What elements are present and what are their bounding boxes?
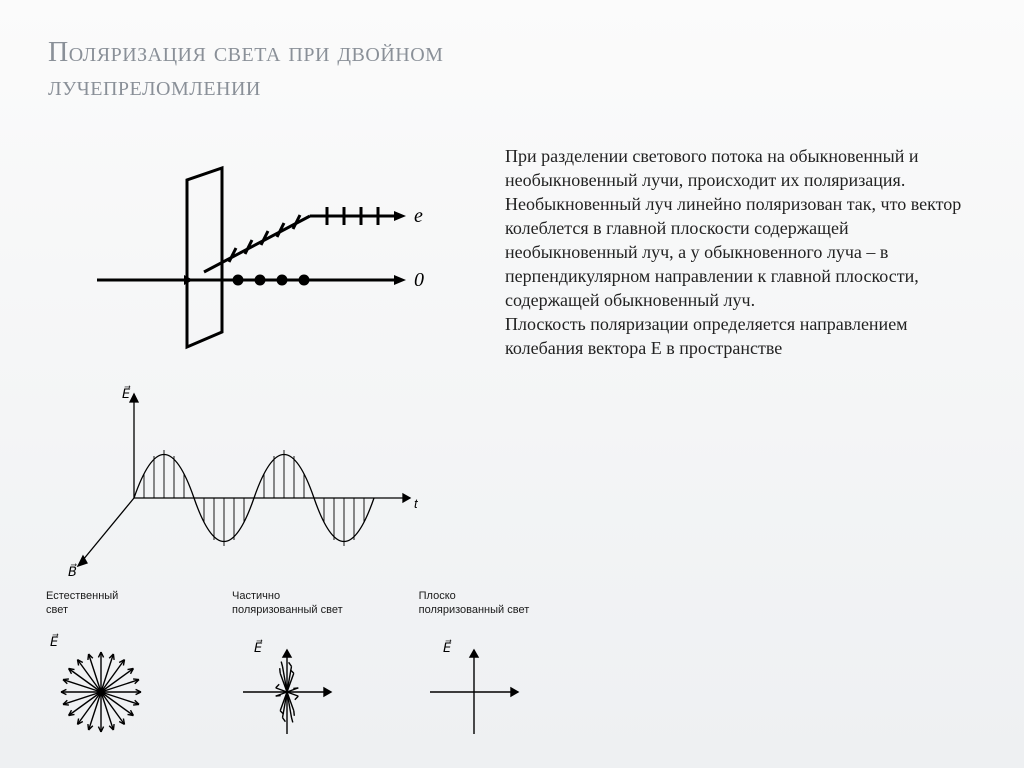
partial-polarized-label: Частичнополяризованный свет bbox=[232, 590, 343, 622]
natural-light-icon: E⃗ bbox=[46, 632, 156, 742]
o-label: 0 bbox=[414, 269, 424, 291]
slide-title: Поляризация света при двойном лучепрелом… bbox=[48, 36, 984, 104]
polarization-types-row: Естественныйсвет E⃗ Частичнополяризованн… bbox=[46, 590, 529, 742]
title-line-1: Поляризация света при двойном bbox=[48, 36, 984, 70]
partial-polarized-item: Частичнополяризованный свет E⃗ bbox=[232, 590, 343, 742]
svg-text:E⃗: E⃗ bbox=[443, 640, 452, 655]
body-text: При разделении светового потока на обыкн… bbox=[505, 145, 982, 360]
title-line-2: лучепреломлении bbox=[48, 70, 984, 104]
plane-polarized-item: Плоскополяризованный свет E⃗ bbox=[419, 590, 530, 742]
wave-t-label: t bbox=[414, 496, 419, 511]
partial-polarized-icon: E⃗ bbox=[232, 632, 342, 742]
wave-E-label: E⃗ bbox=[122, 386, 131, 401]
plane-polarized-icon: E⃗ bbox=[419, 632, 529, 742]
plane-polarized-label: Плоскополяризованный свет bbox=[419, 590, 530, 622]
em-wave-diagram: E⃗ B⃗ t bbox=[60, 380, 430, 580]
natural-light-label: Естественныйсвет bbox=[46, 590, 156, 622]
svg-text:E⃗: E⃗ bbox=[254, 640, 263, 655]
wave-B-label: B⃗ bbox=[68, 564, 77, 579]
e-label: e bbox=[414, 205, 423, 227]
natural-light-item: Естественныйсвет E⃗ bbox=[46, 590, 156, 742]
birefringence-diagram: e 0 bbox=[92, 162, 432, 362]
svg-text:E⃗: E⃗ bbox=[50, 634, 59, 649]
